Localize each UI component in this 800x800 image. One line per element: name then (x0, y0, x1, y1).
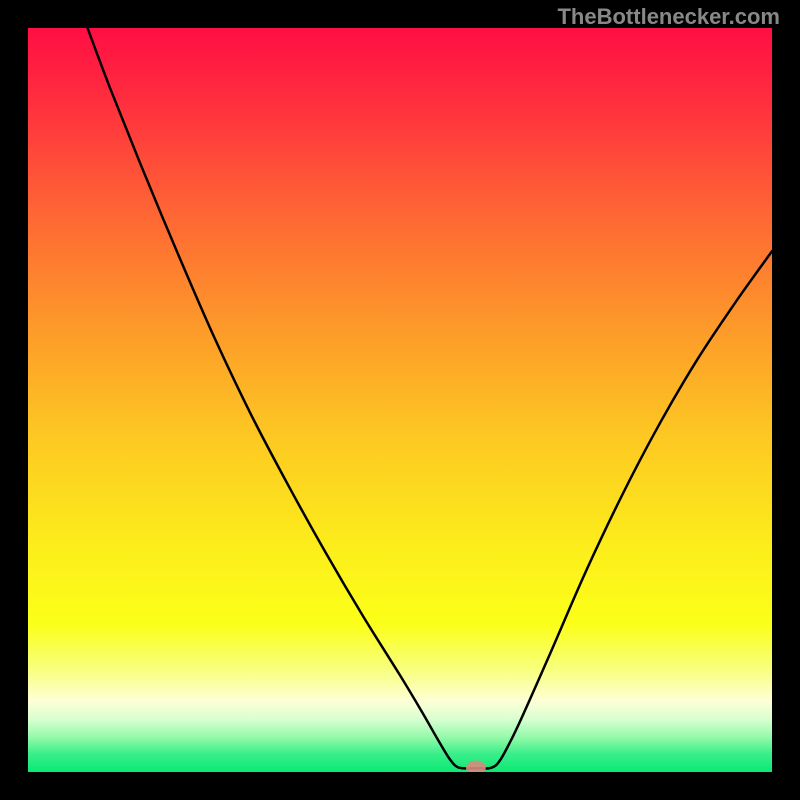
chart-svg (28, 28, 772, 772)
gradient-background (28, 28, 772, 772)
plot-area (28, 28, 772, 772)
bottleneck-chart: TheBottlenecker.com (0, 0, 800, 800)
watermark-text: TheBottlenecker.com (557, 4, 780, 30)
